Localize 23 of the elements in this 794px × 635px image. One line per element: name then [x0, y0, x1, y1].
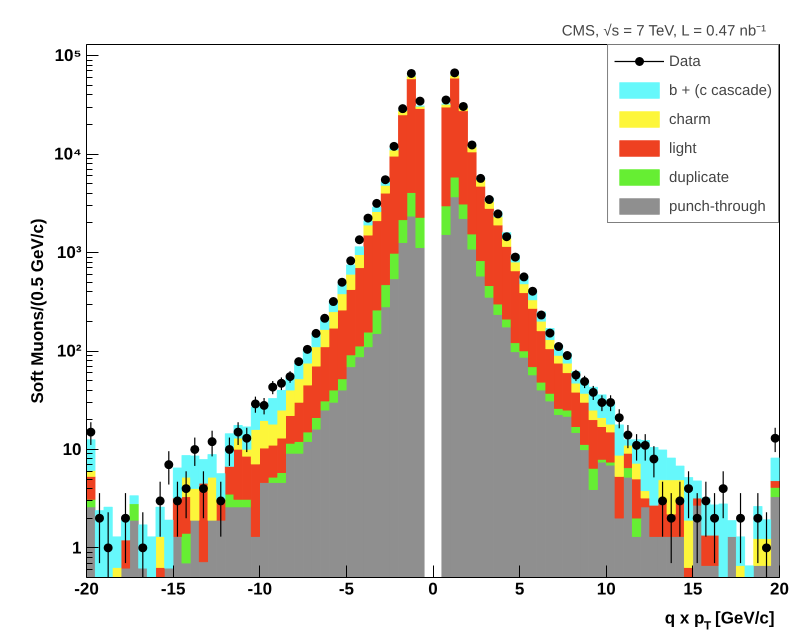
x-tick-label: 5 — [514, 580, 524, 598]
y-tick-label: 10³ — [56, 243, 82, 262]
legend-label: b + (c cascade) — [669, 82, 772, 98]
y-tick-label: 10⁵ — [54, 46, 82, 66]
legend-label: duplicate — [669, 168, 730, 186]
legend-label: Data — [669, 52, 701, 70]
legend-label: charm — [669, 110, 711, 128]
x-tick-label: -5 — [338, 580, 354, 598]
y-tick-label: 10² — [56, 342, 82, 361]
x-tick-label: -20 — [74, 580, 99, 598]
y-tick-label: 10⁴ — [54, 144, 82, 164]
chart-title: CMS, √s = 7 TeV, L = 0.47 nb⁻¹ — [562, 22, 766, 40]
x-tick-label: 15 — [683, 580, 702, 598]
x-tick-label: -15 — [160, 580, 186, 598]
y-tick-label: 10 — [62, 440, 82, 459]
legend-label: punch-through — [669, 198, 766, 214]
legend-label: light — [669, 140, 697, 156]
y-tick-label: 1 — [72, 538, 82, 558]
x-tick-label: 20 — [770, 580, 789, 598]
x-tick-label: 10 — [596, 580, 616, 598]
x-tick-label: -10 — [247, 580, 272, 598]
y-axis-title: Soft Muons/(0.5 GeV/c) — [28, 218, 48, 404]
x-tick-label: 0 — [428, 580, 438, 598]
